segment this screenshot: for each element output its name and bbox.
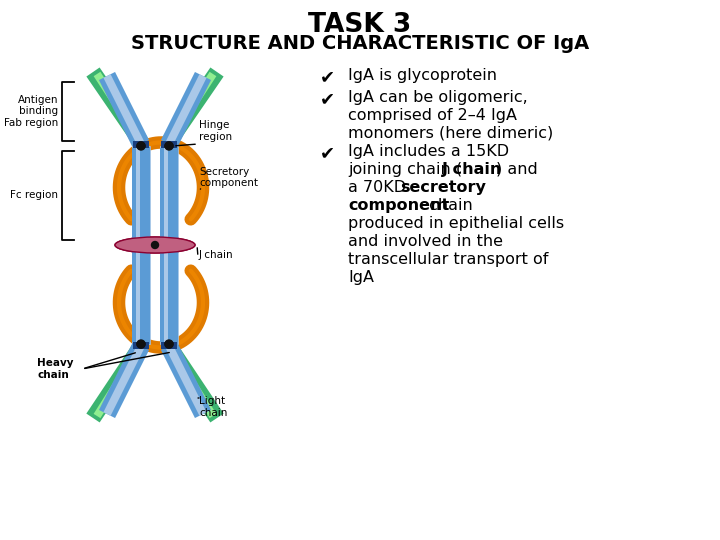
- Text: J chain: J chain: [199, 250, 233, 260]
- Ellipse shape: [122, 243, 172, 251]
- Text: IgA includes a 15KD: IgA includes a 15KD: [348, 144, 509, 159]
- Text: produced in epithelial cells: produced in epithelial cells: [348, 216, 564, 231]
- Text: monomers (here dimeric): monomers (here dimeric): [348, 126, 553, 141]
- Bar: [136, 148, 140, 243]
- Text: IgA is glycoprotein: IgA is glycoprotein: [348, 68, 497, 83]
- Text: TASK 3: TASK 3: [308, 12, 412, 38]
- Bar: [133, 141, 149, 151]
- Text: Hinge
region: Hinge region: [199, 120, 232, 142]
- Text: comprised of 2–4 IgA: comprised of 2–4 IgA: [348, 108, 517, 123]
- Bar: [161, 141, 177, 151]
- Circle shape: [165, 340, 173, 348]
- Bar: [136, 146, 140, 245]
- Circle shape: [137, 340, 145, 348]
- Bar: [132, 247, 150, 342]
- Bar: [136, 247, 140, 342]
- Polygon shape: [94, 72, 144, 144]
- Circle shape: [151, 241, 158, 248]
- Circle shape: [165, 142, 173, 150]
- Polygon shape: [166, 344, 207, 416]
- Polygon shape: [99, 72, 149, 148]
- Polygon shape: [104, 74, 145, 146]
- Bar: [160, 146, 178, 245]
- Circle shape: [165, 142, 173, 150]
- Text: chain: chain: [424, 198, 473, 213]
- Bar: [136, 245, 140, 344]
- Text: Heavy
chain: Heavy chain: [37, 358, 73, 380]
- Circle shape: [165, 340, 173, 348]
- Text: transcellular transport of: transcellular transport of: [348, 252, 549, 267]
- Ellipse shape: [115, 237, 195, 253]
- Polygon shape: [86, 68, 148, 146]
- Text: ✔: ✔: [320, 68, 335, 86]
- Bar: [164, 146, 168, 245]
- Text: ) and: ) and: [496, 162, 538, 177]
- Bar: [164, 245, 168, 344]
- Circle shape: [137, 142, 145, 150]
- Bar: [132, 148, 150, 243]
- Bar: [160, 148, 178, 243]
- Circle shape: [151, 241, 158, 248]
- Text: and involved in the: and involved in the: [348, 234, 503, 249]
- Text: component: component: [348, 198, 449, 213]
- Polygon shape: [161, 342, 211, 418]
- Text: IgA: IgA: [348, 270, 374, 285]
- Text: Secretory
component: Secretory component: [199, 167, 258, 188]
- Polygon shape: [162, 342, 224, 422]
- Text: ✔: ✔: [320, 144, 335, 162]
- Polygon shape: [166, 72, 216, 144]
- Polygon shape: [166, 74, 207, 146]
- Polygon shape: [86, 342, 148, 422]
- Bar: [164, 148, 168, 243]
- Bar: [160, 245, 178, 344]
- Polygon shape: [104, 344, 145, 416]
- Bar: [132, 146, 150, 245]
- Polygon shape: [161, 72, 211, 148]
- Bar: [161, 339, 177, 349]
- Bar: [132, 245, 150, 344]
- Polygon shape: [163, 68, 224, 146]
- Text: IgA can be oligomeric,: IgA can be oligomeric,: [348, 90, 528, 105]
- Text: Light
chain: Light chain: [199, 396, 228, 417]
- Polygon shape: [99, 342, 149, 418]
- Text: Antigen
binding
Fab region: Antigen binding Fab region: [4, 95, 58, 128]
- Circle shape: [137, 340, 145, 348]
- Bar: [133, 339, 149, 349]
- Polygon shape: [94, 344, 145, 418]
- Bar: [164, 247, 168, 342]
- Text: joining chain (: joining chain (: [348, 162, 462, 177]
- Text: STRUCTURE AND CHARACTERISTIC OF IgA: STRUCTURE AND CHARACTERISTIC OF IgA: [131, 34, 589, 53]
- Text: Fc region: Fc region: [10, 191, 58, 200]
- Ellipse shape: [115, 237, 195, 253]
- Text: secretory: secretory: [400, 180, 486, 195]
- Text: a 70KD: a 70KD: [348, 180, 411, 195]
- Circle shape: [137, 142, 145, 150]
- Text: ✔: ✔: [320, 90, 335, 108]
- Text: J chain: J chain: [442, 162, 503, 177]
- Bar: [160, 247, 178, 342]
- Polygon shape: [166, 344, 217, 418]
